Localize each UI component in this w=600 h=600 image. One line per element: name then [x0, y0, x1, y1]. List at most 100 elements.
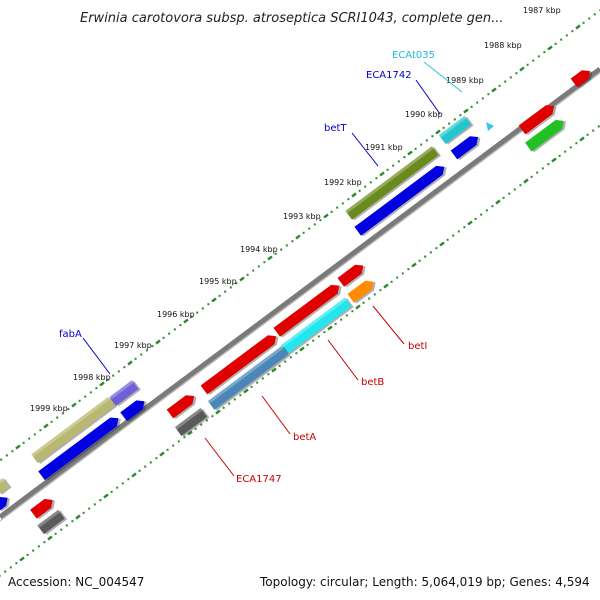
gene-red-3[interactable] [273, 280, 344, 338]
outer-ring-dot [89, 391, 92, 394]
outer-ring-dot [168, 332, 171, 335]
inner-ring-dot [93, 503, 96, 506]
outer-ring-dot [442, 126, 445, 129]
inner-ring-dot [446, 238, 449, 241]
gene-green-1[interactable] [525, 116, 569, 154]
inner-ring-dot [597, 125, 600, 128]
gene-red-1[interactable] [518, 101, 560, 136]
inner-ring-dot [508, 192, 511, 195]
gene-red-2[interactable] [337, 260, 368, 288]
inner-ring-dot [575, 142, 578, 145]
inner-ring-dot [149, 461, 152, 464]
gene-khaki[interactable] [31, 396, 118, 465]
outer-ring-dot [78, 399, 81, 402]
gene-faba[interactable] [120, 396, 150, 423]
trna-marker[interactable] [486, 122, 494, 131]
outer-ring-dot [509, 76, 512, 79]
gene-eca1742[interactable] [450, 132, 484, 161]
label-ecat035[interactable]: ECAt035 [392, 50, 435, 61]
tick-label: 1999 kbp [30, 404, 68, 413]
gene-red-6[interactable] [30, 495, 58, 521]
gene-edge-blue[interactable] [0, 493, 13, 513]
label-betb[interactable]: betB [361, 377, 384, 388]
outer-ring-dot [134, 357, 137, 360]
outer-ring-dot [532, 59, 535, 62]
label-beta[interactable]: betA [293, 432, 316, 443]
gene-betb[interactable] [280, 297, 354, 356]
inner-ring-dot [15, 562, 18, 565]
tick-label: 1987 kbp [523, 6, 561, 15]
outer-ring-dot [28, 437, 31, 440]
inner-ring-dot [396, 276, 399, 279]
outer-ring-dot [547, 45, 553, 51]
inner-ring-dot [351, 310, 354, 313]
outer-ring-dot [280, 248, 283, 251]
gene-bett[interactable] [354, 161, 450, 237]
outer-ring-dot [162, 336, 165, 339]
inner-ring-dot [65, 524, 68, 527]
gene-ecat035[interactable] [438, 115, 474, 145]
inner-ring-dot [355, 304, 361, 310]
inner-ring-dot [103, 493, 109, 499]
inner-ring-dot [495, 199, 501, 205]
outer-ring-dot [140, 353, 143, 356]
inner-ring-dot [323, 331, 326, 334]
gene-blue-long[interactable] [38, 413, 124, 482]
gene-gray-2[interactable] [37, 509, 68, 536]
gene-beti[interactable] [347, 276, 378, 304]
outer-ring-dot [323, 213, 329, 219]
inner-ring-dot [215, 409, 221, 415]
gene-beta[interactable] [207, 345, 291, 411]
outer-ring-dot [218, 294, 221, 297]
outer-ring-dot [431, 135, 434, 138]
inner-ring-dot [474, 217, 477, 220]
leader-ecat035 [423, 61, 463, 93]
gene-bett-olive[interactable] [345, 145, 441, 221]
outer-ring-dot [263, 261, 266, 264]
inner-ring-dot [0, 574, 1, 577]
inner-ring-dot [4, 570, 7, 573]
backbone-shadow [0, 72, 600, 522]
inner-ring-dot [284, 360, 287, 363]
outer-ring-dot [112, 374, 115, 377]
inner-ring-dot [383, 283, 389, 289]
gene-faba-purple[interactable] [109, 379, 141, 407]
inner-ring-dot [261, 377, 264, 380]
inner-ring-dot [71, 520, 74, 523]
outer-ring-dot [229, 286, 232, 289]
inner-ring-dot [558, 154, 561, 157]
tick-label: 1994 kbp [240, 245, 278, 254]
inner-ring-dot [467, 220, 473, 226]
tick-label: 1997 kbp [114, 341, 152, 350]
label-faba[interactable]: fabA [59, 329, 82, 340]
outer-ring-dot [347, 198, 350, 201]
inner-ring-dot [569, 146, 572, 149]
outer-ring-dot [351, 192, 357, 198]
outer-ring-dot [560, 38, 563, 41]
tick-label: 1991 kbp [365, 143, 403, 152]
outer-ring-dot [435, 129, 441, 135]
gene-red-5[interactable] [166, 391, 200, 420]
label-bett[interactable]: betT [324, 123, 347, 134]
gene-red-4[interactable] [200, 331, 282, 396]
inner-ring-dot [586, 133, 589, 136]
inner-ring-dot [424, 255, 427, 258]
inner-ring-dot [452, 234, 455, 237]
inner-ring-dot [299, 346, 305, 352]
inner-ring-dot [116, 486, 119, 489]
gene-eca1747[interactable] [174, 407, 210, 437]
gene-red-top[interactable] [570, 66, 596, 89]
outer-ring-dot [291, 240, 294, 243]
gene-edge-khaki[interactable] [0, 477, 12, 495]
inner-ring-dot [523, 178, 529, 184]
gene-labels: ECAt035 ECA1742 betT fabA betI betB betA… [59, 50, 435, 485]
label-beti[interactable]: betI [408, 341, 427, 352]
outer-ring-dot [84, 395, 87, 398]
inner-ring-dot [82, 511, 85, 514]
label-eca1742[interactable]: ECA1742 [366, 70, 412, 81]
outer-ring-dot [319, 219, 322, 222]
outer-ring-dot [173, 328, 176, 331]
inner-ring-dot [250, 385, 253, 388]
inner-ring-dot [435, 247, 438, 250]
label-eca1747[interactable]: ECA1747 [236, 474, 282, 485]
